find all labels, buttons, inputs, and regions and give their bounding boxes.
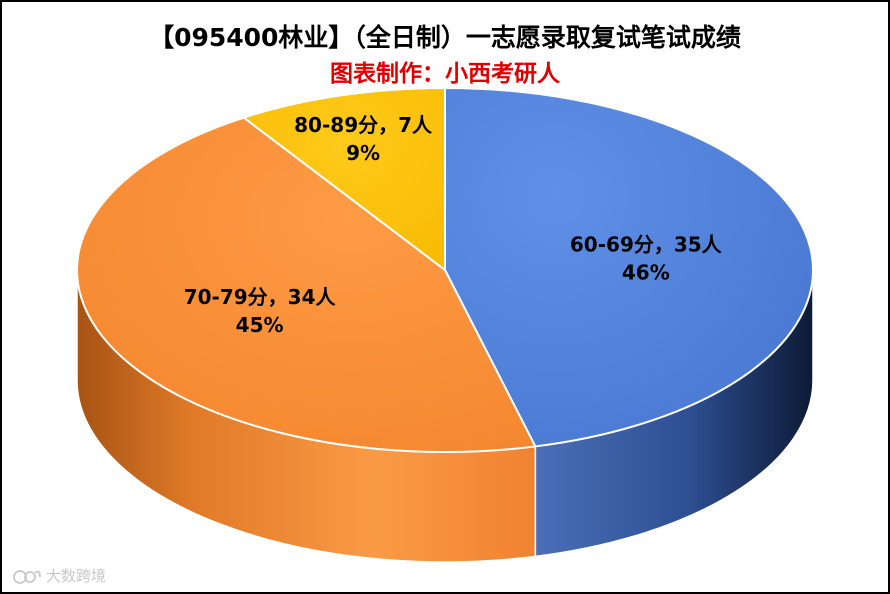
pie-slice-2 [76,116,537,453]
watermark-text: 大数跨境 [46,567,107,585]
watermark-logo-icon [13,569,41,584]
pie-labels: 60-69分，35人 46% 70-79分，34人 45% 80-89分，7人 9% [184,113,723,337]
pie-slice-3 [242,87,446,271]
pie-tops [76,87,814,453]
chart-title: 【095400林业】（全日制）一志愿录取复试笔试成绩 [149,23,741,52]
slice-label-2: 70-79分，34人 45% [184,285,337,337]
slice-label-category-2: 70-79分，34人 [184,285,337,309]
slice-label-percent-2: 45% [236,313,284,337]
slice-label-category-3: 80-89分，7人 [294,113,433,137]
watermark: 大数跨境 [12,565,106,586]
slice-label-percent-1: 46% [622,261,670,285]
chart-subtitle: 图表制作：小西考研人 [330,61,560,87]
pie-slice-1 [444,87,814,448]
slice-label-category-1: 60-69分，35人 [570,233,723,257]
slice-label-1: 60-69分，35人 46% [570,233,723,285]
slice-label-3: 80-89分，7人 9% [294,113,433,165]
slice-label-percent-3: 9% [346,141,380,165]
